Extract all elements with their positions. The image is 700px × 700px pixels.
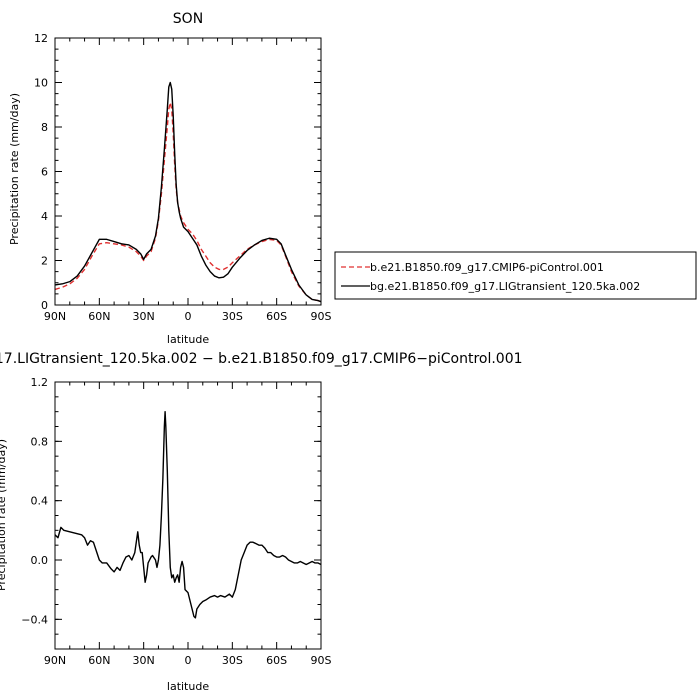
top-x-tick-label: 90N [44,310,66,323]
top-x-tick-label: 30N [133,310,155,323]
top-y-tick-label: 2 [41,255,48,268]
top-chart-title: SON [173,11,203,27]
bottom-y-tick-label: 1.2 [31,376,49,389]
top-series-line-1 [54,81,322,303]
bottom-series-lines [54,410,322,619]
top-axis-ticks: 90N 60N 30N 0 30S 60S 90S 0 2 4 6 8 10 12 [34,32,332,323]
legend-label-lig: bg.e21.B1850.f09_g17.LIGtransient_120.5k… [370,280,640,293]
legend-box [334,251,697,300]
top-x-tick-label: 60S [266,310,287,323]
bottom-panel: bg.e21.B1850.f09_g17.LIGtransient_120.5k… [0,351,523,693]
bottom-x-tick-label: 30S [222,654,243,667]
bottom-y-tick-label: 0.0 [31,554,49,567]
top-x-tick-label: 0 [185,310,192,323]
top-y-axis-label: Precipitation rate (mm/day) [8,93,21,245]
bottom-x-axis-label: latitude [167,680,209,693]
bottom-plot-frame [54,381,322,650]
bottom-x-tick-label: 30N [133,654,155,667]
bottom-x-tick-label: 90N [44,654,66,667]
bottom-x-tick-label: 0 [185,654,192,667]
top-y-tick-label: 8 [41,121,48,134]
bottom-axis-ticks: 90N 60N 30N 0 30S 60S 90S −0.4 0.0 0.4 0.8 1.2 [21,376,331,667]
top-y-tick-label: 0 [41,299,48,312]
bottom-series-line-0 [54,410,322,619]
bottom-y-tick-label: −0.4 [21,613,48,626]
bottom-y-axis-label: Precipitation rate (mm/day) [0,439,8,591]
top-y-tick-label: 4 [41,210,48,223]
legend: b.e21.B1850.f09_g17.CMIP6-piControl.001 … [334,251,697,300]
bottom-chart-title: bg.e21.B1850.f09_g17.LIGtransient_120.5k… [0,351,523,367]
bottom-y-tick-label: 0.4 [31,495,49,508]
top-x-tick-label: 60N [88,310,110,323]
top-plot-frame [54,37,322,306]
top-y-tick-label: 10 [34,77,48,90]
top-x-axis-label: latitude [167,333,209,346]
legend-label-control: b.e21.B1850.f09_g17.CMIP6-piControl.001 [370,261,604,274]
top-y-tick-label: 12 [34,32,48,45]
top-series-line-0 [54,101,322,303]
top-series-lines [54,81,322,303]
top-x-tick-label: 30S [222,310,243,323]
bottom-x-tick-label: 90S [311,654,332,667]
bottom-x-tick-label: 60N [88,654,110,667]
bottom-x-tick-label: 60S [266,654,287,667]
top-x-tick-label: 90S [311,310,332,323]
top-panel: SON latitude Precipitation rate (mm/day)… [8,11,332,346]
top-y-tick-label: 6 [41,166,48,179]
bottom-y-tick-label: 0.8 [31,435,49,448]
